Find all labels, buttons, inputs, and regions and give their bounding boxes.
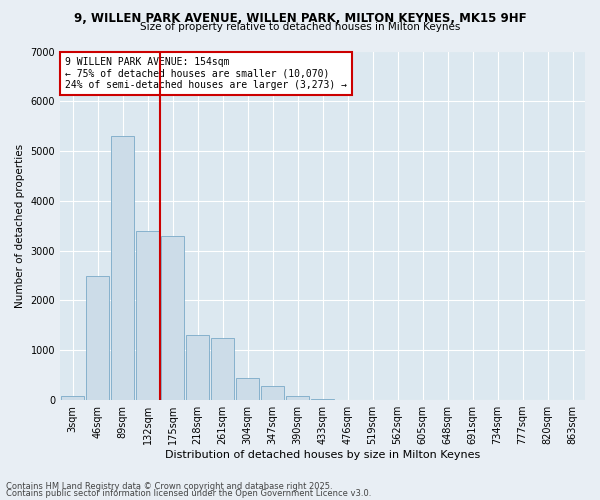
- Bar: [86, 276, 109, 400]
- Y-axis label: Number of detached properties: Number of detached properties: [15, 144, 25, 308]
- Bar: [61, 396, 84, 400]
- Bar: [286, 396, 309, 400]
- Bar: [236, 378, 259, 400]
- Text: Size of property relative to detached houses in Milton Keynes: Size of property relative to detached ho…: [140, 22, 460, 32]
- Text: 9 WILLEN PARK AVENUE: 154sqm
← 75% of detached houses are smaller (10,070)
24% o: 9 WILLEN PARK AVENUE: 154sqm ← 75% of de…: [65, 56, 347, 90]
- Bar: [186, 336, 209, 400]
- X-axis label: Distribution of detached houses by size in Milton Keynes: Distribution of detached houses by size …: [165, 450, 480, 460]
- Text: 9, WILLEN PARK AVENUE, WILLEN PARK, MILTON KEYNES, MK15 9HF: 9, WILLEN PARK AVENUE, WILLEN PARK, MILT…: [74, 12, 526, 26]
- Bar: [136, 231, 159, 400]
- Text: Contains public sector information licensed under the Open Government Licence v3: Contains public sector information licen…: [6, 489, 371, 498]
- Bar: [161, 236, 184, 400]
- Bar: [211, 338, 234, 400]
- Bar: [311, 398, 334, 400]
- Text: Contains HM Land Registry data © Crown copyright and database right 2025.: Contains HM Land Registry data © Crown c…: [6, 482, 332, 491]
- Bar: [111, 136, 134, 400]
- Bar: [261, 386, 284, 400]
